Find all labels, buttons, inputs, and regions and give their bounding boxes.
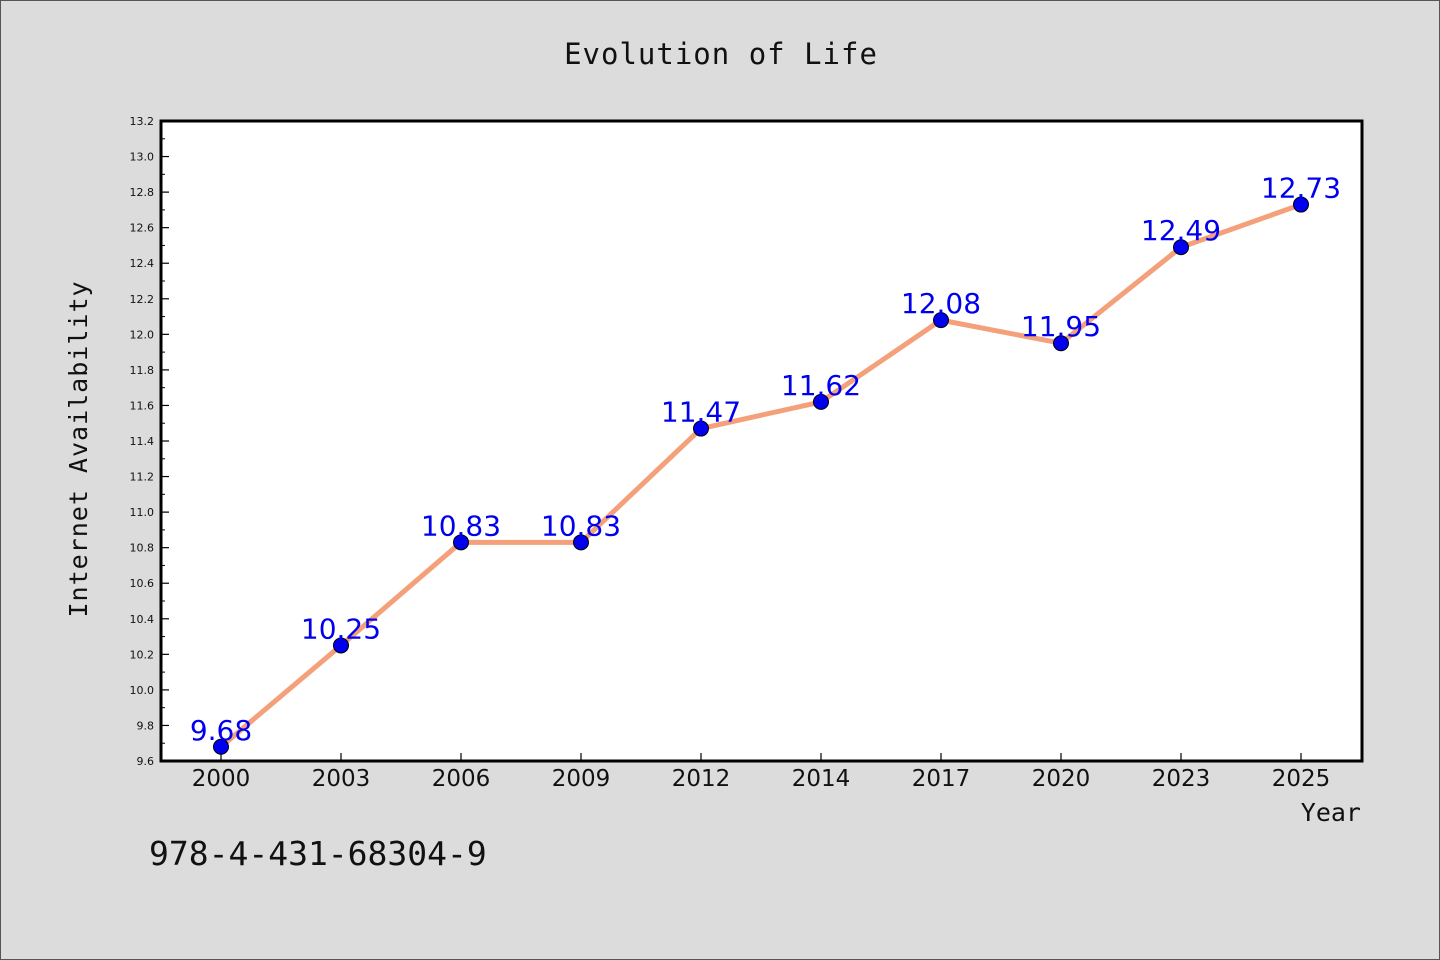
data-label: 12.73 (1261, 172, 1341, 205)
data-label: 12.49 (1141, 214, 1221, 247)
y-axis-ticks: 9.6 9.8 10.0 10.2 10.4 10.6 10.8 11.0 11.2 11.4 11… (130, 115, 169, 768)
plot-area (159, 119, 1364, 763)
y-tick-label: 11.4 (130, 435, 155, 448)
data-label: 11.95 (1021, 310, 1101, 343)
y-tick-label: 9.8 (137, 719, 155, 732)
y-tick-label: 10.8 (130, 542, 155, 555)
x-tick-label: 2020 (1032, 766, 1091, 792)
data-label: 11.62 (781, 369, 861, 402)
y-tick-label: 11.6 (130, 399, 155, 412)
x-axis-label: Year (1301, 798, 1361, 827)
data-point (1053, 335, 1069, 352)
x-tick-label: 2023 (1152, 766, 1211, 792)
data-label: 11.47 (661, 396, 741, 429)
data-point (213, 738, 229, 755)
data-point (1293, 196, 1309, 213)
data-point (573, 534, 589, 551)
data-label: 10.83 (421, 509, 501, 542)
y-tick-label: 10.6 (130, 577, 155, 590)
y-tick-label: 12.4 (130, 257, 155, 270)
x-axis-ticks: 2000 2003 2006 2009 2012 2014 2017 2020 2023 2025 (192, 753, 1331, 792)
x-tick-label: 2012 (672, 766, 731, 792)
data-label: 10.83 (541, 509, 621, 542)
y-tick-label: 11.2 (130, 471, 155, 484)
y-tick-label: 12.2 (130, 293, 155, 306)
y-tick-label: 11.0 (130, 506, 155, 519)
x-tick-label: 2006 (432, 766, 491, 792)
x-tick-label: 2014 (792, 766, 851, 792)
data-labels-layer: 9.68 10.25 10.83 10.83 11.47 11.62 12.08 11.95 1… (190, 172, 1341, 747)
y-tick-label: 10.4 (130, 613, 155, 626)
x-tick-label: 2009 (552, 766, 611, 792)
chart-title: Evolution of Life (564, 37, 878, 71)
y-tick-label: 13.2 (130, 115, 155, 128)
data-label: 10.25 (301, 612, 381, 645)
data-point (453, 534, 469, 551)
y-tick-label: 11.8 (130, 364, 155, 377)
y-axis-label: Internet Availability (64, 280, 93, 617)
y-tick-label: 9.6 (137, 755, 155, 768)
data-point (693, 420, 709, 437)
data-point (933, 312, 949, 329)
x-tick-label: 2025 (1272, 766, 1331, 792)
data-point (1173, 239, 1189, 256)
isbn-text: 978-4-431-68304-9 (149, 834, 487, 873)
data-point (813, 393, 829, 410)
x-tick-label: 2000 (192, 766, 251, 792)
data-label: 9.68 (190, 714, 252, 747)
y-tick-label: 12.8 (130, 186, 155, 199)
y-tick-label: 10.2 (130, 648, 155, 661)
y-tick-label: 10.0 (130, 684, 155, 697)
y-tick-label: 12.0 (130, 328, 155, 341)
y-tick-label: 13.0 (130, 151, 155, 164)
series-line (218, 202, 1304, 750)
x-tick-label: 2017 (912, 766, 971, 792)
y-tick-label: 12.6 (130, 222, 155, 235)
x-tick-label: 2003 (312, 766, 371, 792)
data-point (333, 637, 349, 654)
data-label: 12.08 (901, 287, 981, 320)
series-layer (213, 196, 1309, 755)
